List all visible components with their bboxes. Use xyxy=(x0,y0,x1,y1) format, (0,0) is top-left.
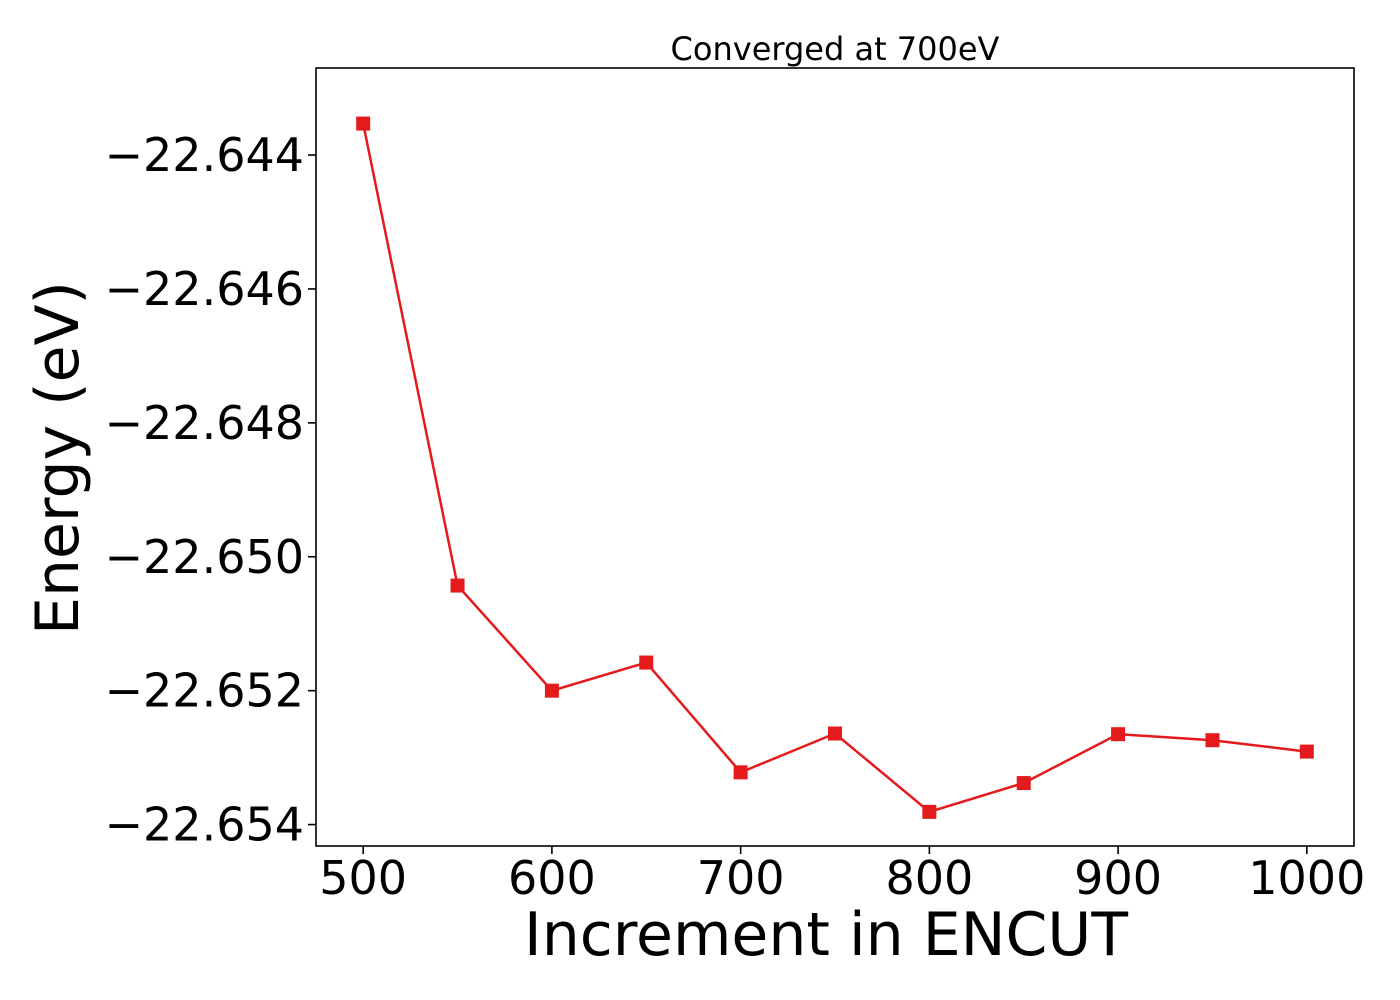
plot-frame xyxy=(315,67,1355,847)
data-point xyxy=(828,726,842,741)
series-markers xyxy=(356,116,1314,819)
data-point xyxy=(922,804,937,819)
x-axis-title: Increment in ENCUT xyxy=(524,900,1128,970)
y-tick-label: −22.654 xyxy=(105,798,305,852)
x-tick-label: 1000 xyxy=(1248,851,1365,905)
x-tick-label: 900 xyxy=(1074,851,1162,905)
data-point xyxy=(1111,727,1126,742)
y-tick-label: −22.644 xyxy=(105,128,305,182)
x-tick-label: 800 xyxy=(885,851,973,905)
y-tick-label: −22.652 xyxy=(105,664,305,718)
x-tick-label: 700 xyxy=(697,851,785,905)
plot-area: 500 600 700 800 900 1000 −22.644−22.646−22.64… xyxy=(105,67,1365,905)
data-point xyxy=(356,116,371,131)
data-point xyxy=(544,683,559,698)
y-axis: −22.644 −22.646 −22.648 −22.650 −22.652 −22.6… xyxy=(105,128,316,852)
x-axis: 500 600 700 800 900 1000 xyxy=(319,846,1365,905)
data-point xyxy=(1205,733,1220,748)
x-tick-label: 600 xyxy=(508,851,596,905)
data-point xyxy=(1016,776,1031,791)
data-point xyxy=(1299,744,1314,759)
y-tick-label: −22.646 xyxy=(105,262,305,316)
data-point xyxy=(450,578,465,593)
y-tick-label: −22.650 xyxy=(105,530,305,584)
x-tick-label: 500 xyxy=(319,851,407,905)
y-tick-label: −22.648 xyxy=(105,396,305,450)
data-point xyxy=(639,655,654,670)
chart-title: Converged at 700eV xyxy=(671,30,1000,68)
series-line xyxy=(361,123,1307,814)
y-axis-title: Energy (eV) xyxy=(23,281,93,635)
data-point xyxy=(733,765,748,780)
